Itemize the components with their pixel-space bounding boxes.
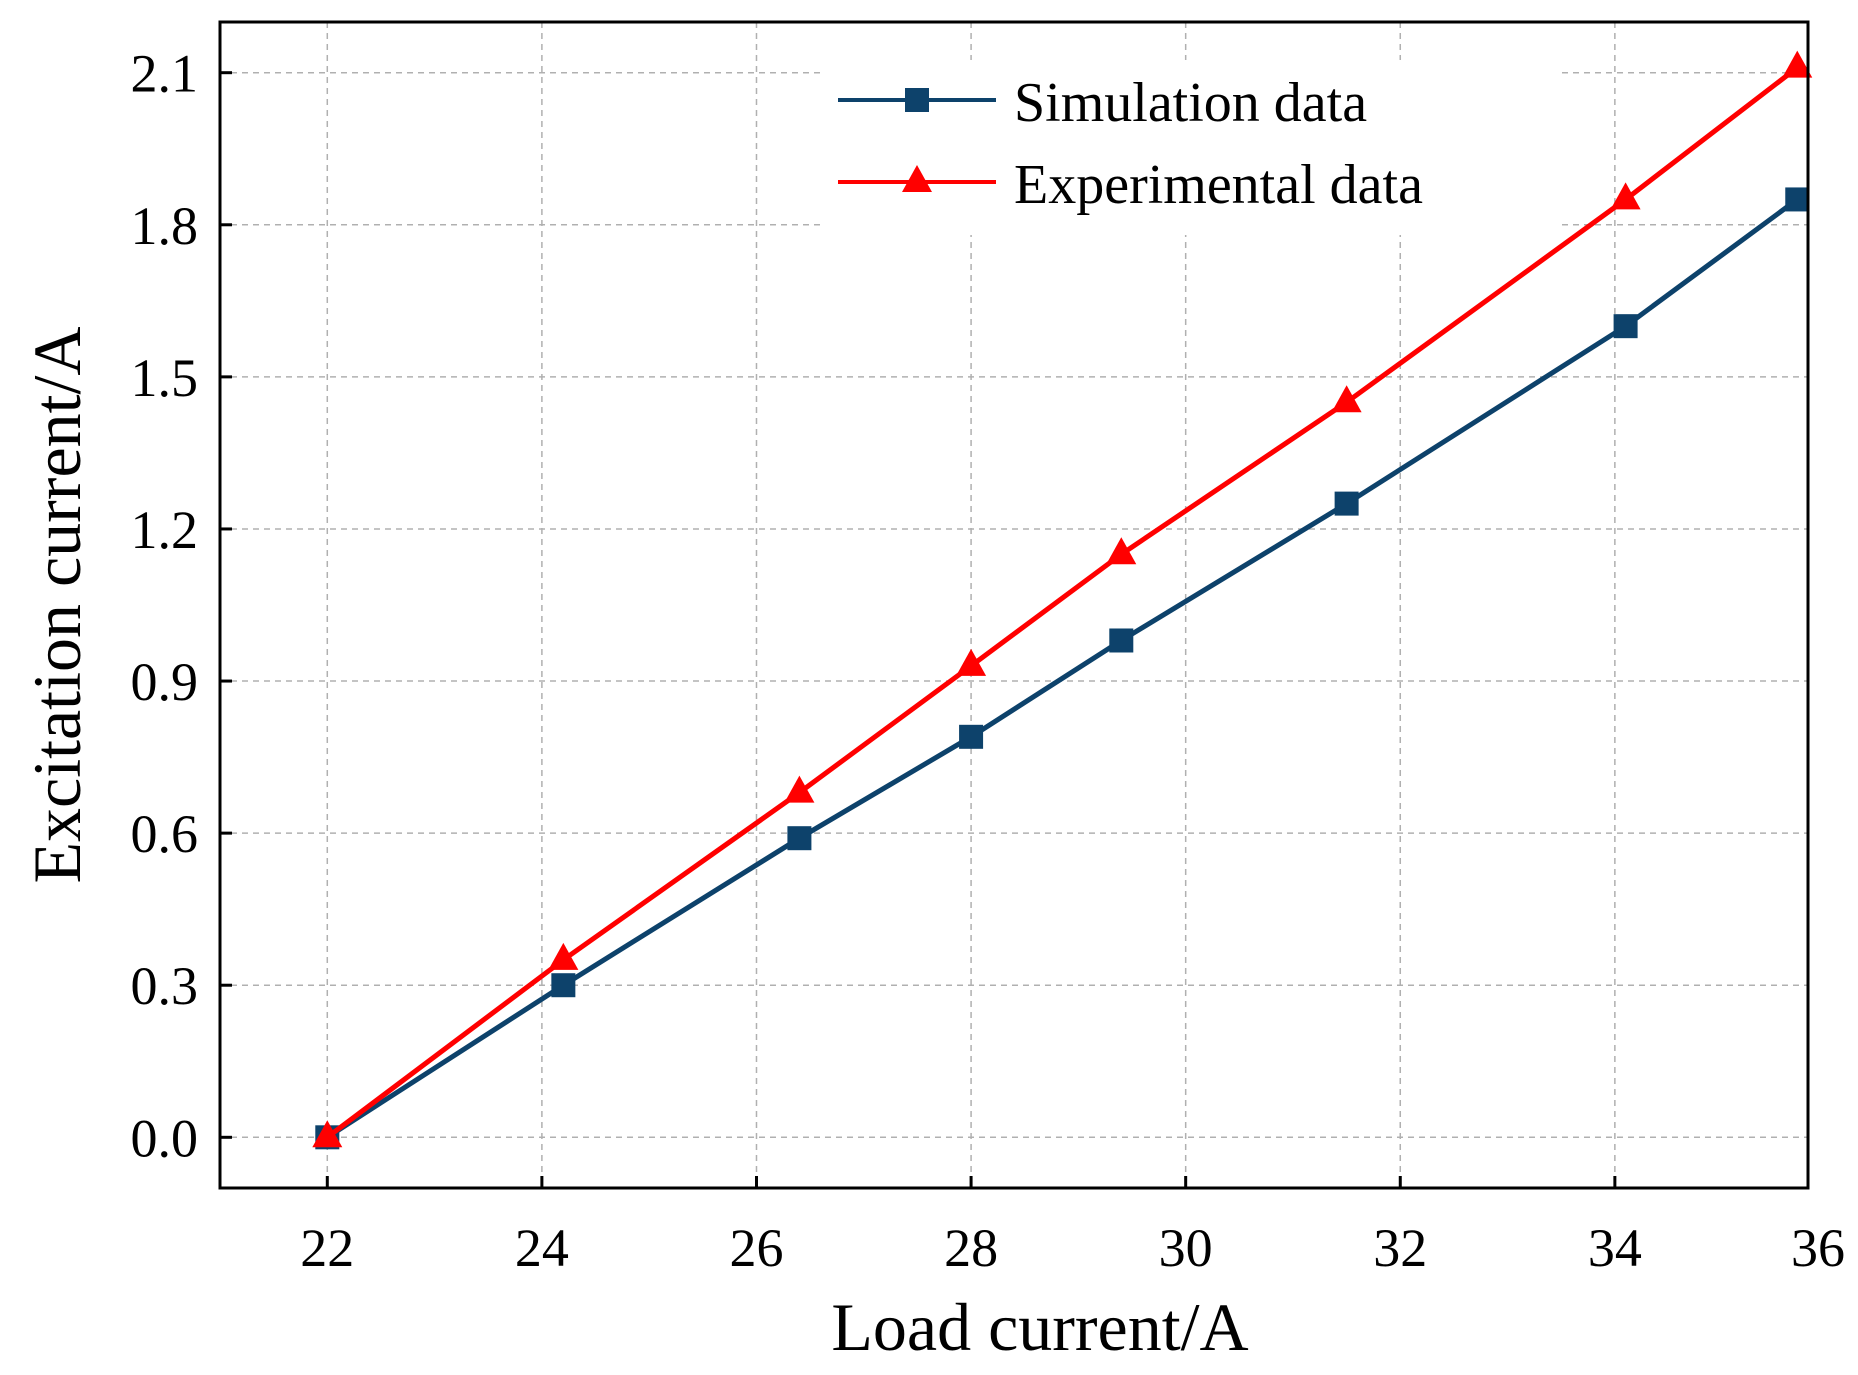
legend: Simulation data Experimental data <box>820 60 1560 235</box>
y-tick-label: 1.8 <box>131 196 199 256</box>
data-point-triangle <box>956 648 987 676</box>
legend-label-simulation: Simulation data <box>1014 72 1367 134</box>
data-point-square <box>1785 187 1810 212</box>
x-axis-title: Load current/A <box>831 1289 1248 1365</box>
legend-background <box>820 60 1560 235</box>
data-point-square <box>1334 491 1359 516</box>
x-tick-label: 24 <box>515 1218 569 1278</box>
x-tick-label: 34 <box>1588 1218 1642 1278</box>
plot-frame <box>218 20 1810 1190</box>
y-tick-label: 0.9 <box>131 652 199 712</box>
x-tick-label: 30 <box>1159 1218 1213 1278</box>
data-point-square <box>551 973 576 998</box>
legend-marker-simulation <box>905 88 929 112</box>
data-point-triangle <box>1331 385 1362 413</box>
y-tick-label: 0.0 <box>131 1108 199 1168</box>
x-tick-label: 28 <box>944 1218 998 1278</box>
data-point-triangle <box>784 775 815 803</box>
axis-tick-labels: 22 24 26 28 30 32 34 36 0.0 0.3 0.6 0.9 1.2 1.5 1.8 2.1 <box>131 44 1846 1278</box>
y-tick-label: 1.5 <box>131 348 199 408</box>
data-point-square <box>1613 314 1638 339</box>
legend-label-experimental: Experimental data <box>1014 154 1423 216</box>
y-axis-title: Excitation current/A <box>19 326 95 883</box>
y-tick-label: 1.2 <box>131 500 199 560</box>
series-line <box>325 197 1799 1140</box>
x-tick-label: 32 <box>1373 1218 1427 1278</box>
axis-ticks <box>220 71 1617 1188</box>
y-tick-label: 0.3 <box>131 956 199 1016</box>
x-tick-label: 22 <box>300 1218 354 1278</box>
data-point-square <box>959 724 984 749</box>
data-point-triangle <box>1782 50 1813 78</box>
x-tick-label: 36 <box>1791 1218 1845 1278</box>
legend-marker-experimental <box>902 165 932 192</box>
y-tick-label: 0.6 <box>131 804 199 864</box>
series-group <box>312 50 1813 1150</box>
data-point-triangle <box>1610 182 1641 210</box>
data-point-square <box>787 826 812 851</box>
y-tick-label: 2.1 <box>131 44 199 104</box>
series-simulation <box>315 187 1810 1150</box>
series-line <box>325 65 1799 1140</box>
data-point-triangle <box>312 1120 343 1148</box>
data-point-triangle <box>548 942 579 970</box>
x-tick-label: 26 <box>729 1218 783 1278</box>
data-point-square <box>1109 628 1134 653</box>
data-point-triangle <box>1106 537 1137 565</box>
series-experimental <box>312 50 1813 1148</box>
